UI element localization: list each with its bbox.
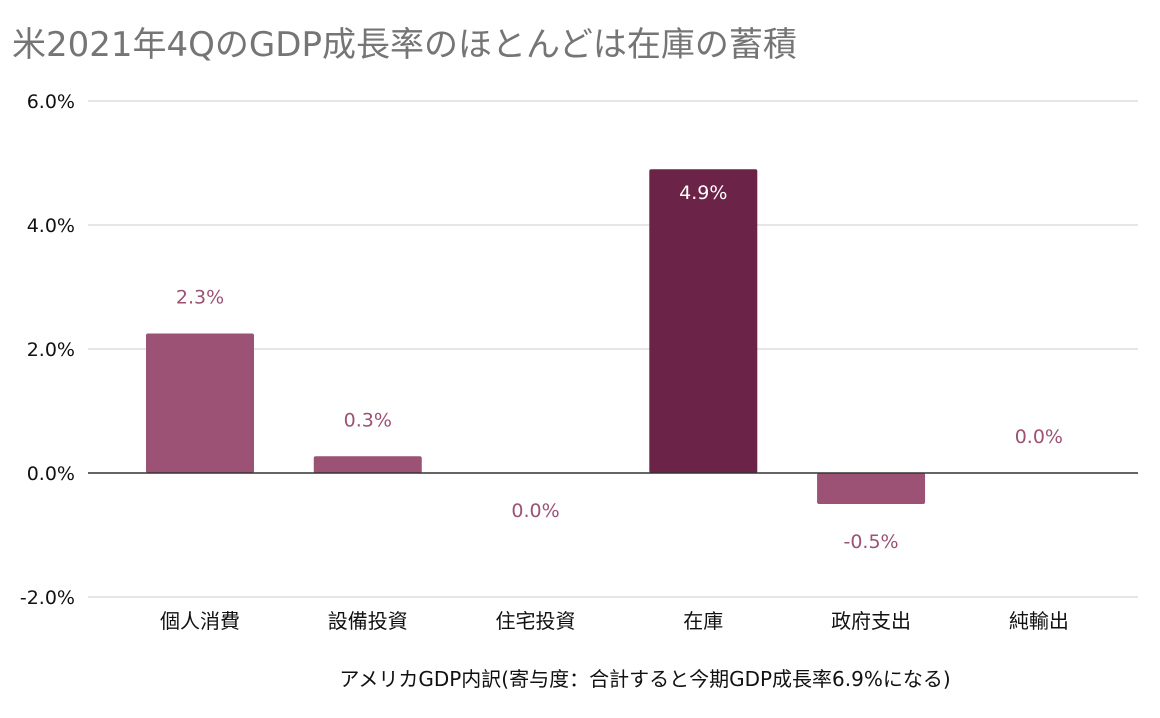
bar [649,169,758,473]
data-label: 4.9% [679,182,727,204]
bar [146,333,254,473]
data-label: 0.3% [344,409,392,431]
bars [146,169,926,504]
category-label: 政府支出 [831,609,911,633]
gridlines [88,100,1138,598]
y-axis-ticks: 6.0% 4.0% 2.0% 0.0% -2.0% [20,91,75,609]
data-label: 0.0% [511,500,559,522]
bar [313,456,422,473]
bar [817,473,926,504]
y-tick-label: 4.0% [27,215,75,237]
data-label: -0.5% [843,531,898,553]
data-label: 0.0% [1015,426,1063,448]
x-axis-categories: 個人消費 設備投資 住宅投資 在庫 政府支出 純輸出 [160,609,1069,633]
data-labels: 2.3% 0.3% 0.0% 4.9% -0.5% 0.0% [176,182,1063,553]
y-tick-label: 2.0% [27,339,75,361]
y-tick-label: -2.0% [20,587,75,609]
x-axis-label: アメリカGDP内訳(寄与度：合計すると今期GDP成長率6.9%になる) [339,667,950,691]
category-label: 個人消費 [160,609,240,633]
chart-title: 米2021年4QのGDP成長率のほとんどは在庫の蓄積 [12,25,797,65]
data-label: 2.3% [176,287,224,309]
y-tick-label: 0.0% [27,463,75,485]
category-label: 在庫 [683,609,723,633]
category-label: 純輸出 [1009,609,1069,633]
y-tick-label: 6.0% [27,91,75,113]
category-label: 設備投資 [328,609,408,633]
category-label: 住宅投資 [496,609,576,633]
